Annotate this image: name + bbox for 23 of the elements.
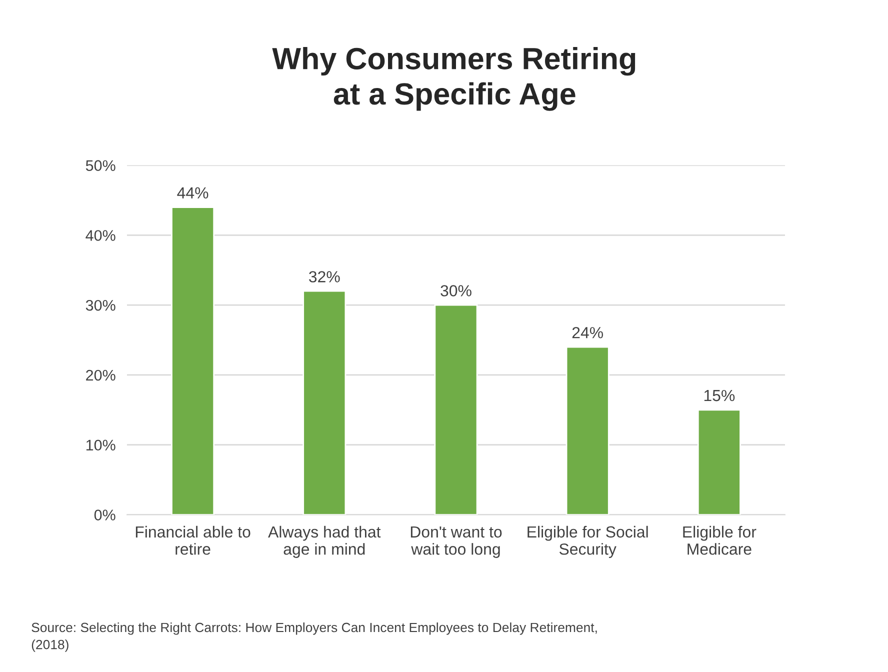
data-label: 15% xyxy=(704,390,735,402)
chart-title: Why Consumers Retiring at a Specific Age xyxy=(272,47,636,111)
source-note: Source: Selecting the Right Carrots: How Employers Can Incent Employees to Delay Retirement, (2018) xyxy=(32,622,597,652)
bar xyxy=(566,346,610,515)
y-tick-label: 30% xyxy=(86,300,116,311)
y-tick-label: 40% xyxy=(86,230,116,241)
bar xyxy=(697,409,741,515)
x-tick-label: Always had that age in mind xyxy=(268,526,381,558)
x-tick-label: Financial able to retire xyxy=(136,526,250,555)
y-tick-label: 50% xyxy=(86,160,116,171)
data-label: 32% xyxy=(309,271,340,282)
x-tick-label: Eligible for Social Security xyxy=(528,526,648,558)
data-label: 30% xyxy=(440,285,472,296)
data-label: 24% xyxy=(572,327,604,338)
y-tick-label: 0% xyxy=(94,510,116,520)
y-tick-label: 20% xyxy=(86,370,116,381)
x-tick-label: Don't want to wait too long xyxy=(410,526,502,558)
x-tick-label: Eligible for Medicare xyxy=(683,526,756,555)
data-label: 44% xyxy=(177,187,208,198)
bar xyxy=(302,290,346,515)
bar xyxy=(434,304,478,515)
y-tick-label: 10% xyxy=(86,440,116,451)
bar xyxy=(171,206,215,515)
